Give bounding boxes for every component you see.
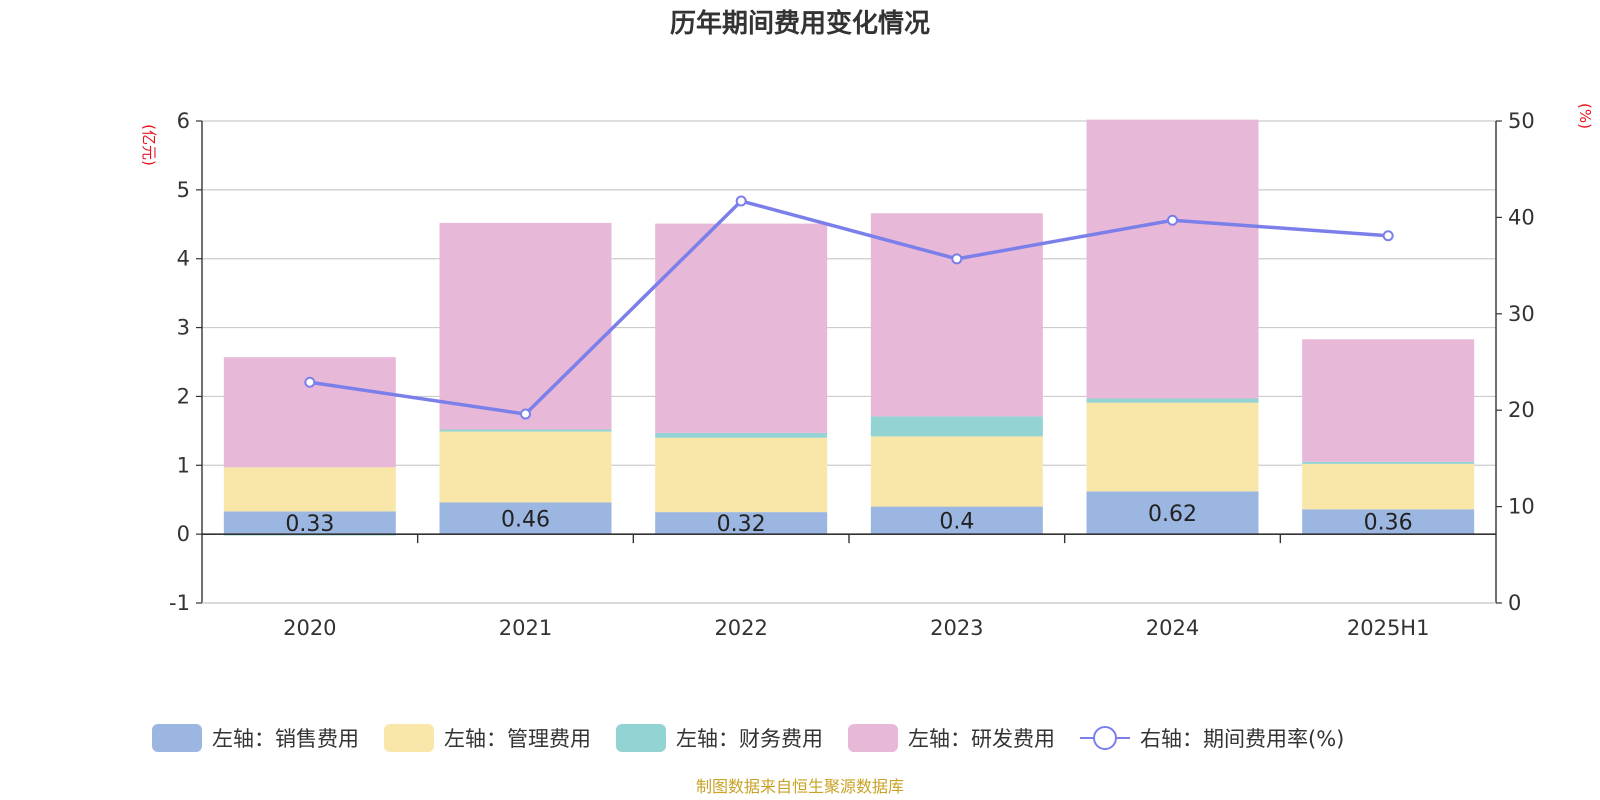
bar-segment [870,506,1043,535]
left-axis-unit: (亿元) [140,124,158,166]
bar-segment [1302,509,1475,535]
category-label: 2024 [1146,616,1199,640]
category-label: 2025H1 [1347,616,1430,640]
right-tick-label: 50 [1508,109,1535,133]
legend-label: 左轴：财务费用 [676,727,823,751]
legend-swatch [848,724,898,752]
left-tick-label: -1 [169,591,190,615]
category-label: 2022 [714,616,767,640]
left-tick-label: 2 [177,384,190,408]
rate-line-point [1167,214,1178,226]
legend-swatch [152,724,202,752]
left-tick-label: 4 [177,247,190,271]
bar-group [223,119,1475,536]
chart-title: 历年期间费用变化情况 [670,8,930,39]
gridlines [202,120,1496,604]
source-note: 制图数据来自恒生聚源数据库 [696,777,904,796]
bar-segment [655,512,828,535]
right-tick-label: 10 [1508,495,1535,519]
data-label: 0.36 [1364,511,1413,536]
axes: -1 0 1 2 3 4 5 6 0 10 20 30 40 50 2020 2021 2022 2023 2024… [169,109,1535,640]
category-label: 2023 [930,616,983,640]
left-tick-label: 0 [177,522,190,546]
category-label: 2020 [283,616,336,640]
right-axis-unit: (%) [1576,103,1594,129]
left-tick-label: 6 [177,109,190,133]
legend-swatch [384,724,434,752]
legend-label: 左轴：管理费用 [444,727,591,751]
rate-line [304,195,1394,420]
bar-segment [1302,461,1475,464]
rate-line-point [735,195,747,207]
bar-segment [655,432,828,438]
bar-segment [655,223,828,433]
data-label: 0.4 [939,509,974,534]
bar-segment [223,511,396,535]
bar-segment [439,429,612,432]
bar-segment [1302,463,1475,510]
bar-segment [1086,402,1259,492]
rate-line-point [951,253,963,265]
legend-swatch [1093,726,1117,750]
legend-label: 左轴：销售费用 [212,727,359,751]
legend-label: 右轴：期间费用率(%) [1140,727,1344,751]
legend-swatch [616,724,666,752]
left-tick-label: 5 [177,178,190,202]
data-label: 0.33 [285,512,334,537]
bar-segment [223,467,396,512]
left-tick-label: 1 [177,453,190,477]
bar-segment [870,436,1043,507]
bar-segment [655,437,828,513]
bar-segment [1086,119,1259,399]
right-tick-label: 30 [1508,302,1535,326]
legend: 左轴：销售费用 左轴：管理费用 左轴：财务费用 左轴：研发费用 右轴：期间费用率(%) [152,724,1344,752]
right-tick-label: 40 [1508,205,1535,229]
bar-segment [870,416,1043,437]
bar-segment [223,357,396,468]
category-label: 2021 [499,616,552,640]
rate-line-point [1382,230,1394,242]
bar-segment [439,222,612,430]
rate-line-point [304,376,316,388]
data-label: 0.62 [1148,502,1197,527]
data-labels: 0.33 0.46 0.32 0.4 0.62 0.36 [285,502,1412,537]
data-label: 0.32 [717,512,766,537]
data-label: 0.46 [501,507,550,532]
bar-segment [1086,398,1259,403]
legend-label: 左轴：研发费用 [908,727,1055,751]
bar-segment [439,431,612,503]
bar-segment [1086,491,1259,535]
bar-segment [439,502,612,535]
bar-segment [1302,339,1475,462]
rate-line-point [520,408,531,420]
right-tick-label: 20 [1508,398,1535,422]
left-tick-label: 3 [177,316,190,340]
right-tick-label: 0 [1508,591,1521,615]
rate-line-path [309,199,1389,416]
